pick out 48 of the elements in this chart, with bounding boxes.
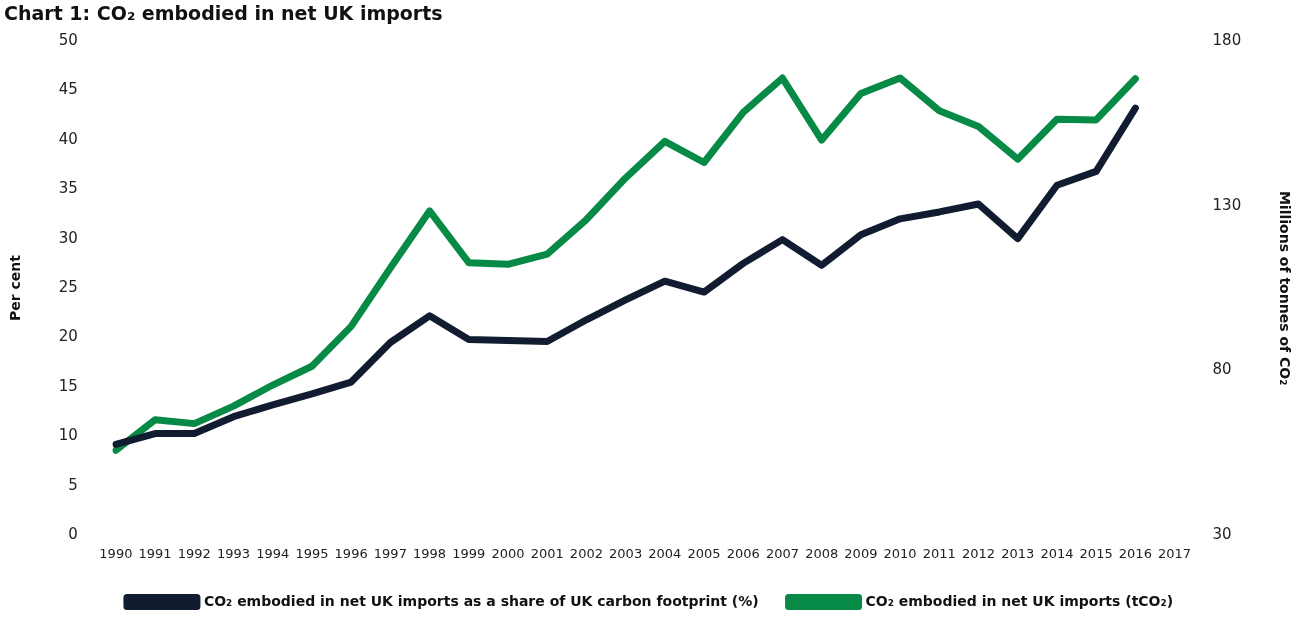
y-tick-label: 45 [58,80,78,99]
y-tick-label: 40 [58,129,78,148]
x-tick-label: 1993 [216,545,251,561]
x-tick-label: 2012 [961,545,996,561]
x-tick-label: 2011 [922,545,956,561]
legend-label: CO₂ embodied in net UK imports (tCO₂) [865,592,1174,609]
x-tick-label: 2015 [1079,545,1113,561]
y-tick-label: 20 [58,327,78,346]
y2-tick-label: 80 [1212,360,1232,379]
x-tick-label: 1999 [452,545,486,561]
y-tick-label: 10 [58,426,78,445]
x-tick-label: 2005 [687,545,721,561]
y2-axis-title: Millions of tonnes of CO₂ [1276,190,1293,386]
x-tick-label: 1994 [256,545,290,561]
x-tick-label: 2016 [1118,545,1152,561]
x-tick-label: 2009 [844,545,878,561]
y-tick-label: 25 [58,277,78,296]
x-tick-label: 1998 [413,545,447,561]
y-tick-label: 0 [68,525,78,544]
legend-label: CO₂ embodied in net UK imports as a share of UK carbon footprint (%) [203,592,759,609]
x-tick-label: 2014 [1040,545,1074,561]
x-tick-label: 2004 [648,545,682,561]
x-tick-label: 2008 [805,545,839,561]
x-tick-label: 2017 [1158,545,1192,561]
y-tick-label: 15 [58,376,78,395]
x-tick-label: 2003 [609,545,643,561]
y-tick-label: 50 [58,30,78,49]
x-tick-label: 1997 [373,545,407,561]
chart-title: Chart 1: CO₂ embodied in net UK imports [4,2,443,25]
x-tick-label: 1996 [334,545,368,561]
x-tick-label: 1992 [177,545,211,561]
x-tick-label: 2010 [883,545,917,561]
x-tick-label: 2001 [530,545,564,561]
x-tick-label: 2007 [765,545,800,561]
x-tick-label: 1990 [99,545,133,561]
x-tick-label: 2006 [726,545,760,561]
y2-tick-label: 130 [1212,195,1242,214]
y-tick-label: 30 [58,228,78,247]
x-tick-label: 2000 [491,545,525,561]
x-tick-label: 2002 [569,545,603,561]
x-tick-label: 1991 [138,545,172,561]
y2-tick-label: 30 [1212,525,1232,544]
y-tick-label: 5 [68,475,78,494]
y-axis-title: Per cent [7,254,24,322]
x-tick-label: 1995 [295,545,329,561]
y-tick-label: 35 [58,179,78,198]
x-tick-label: 2013 [1001,545,1035,561]
y2-tick-label: 180 [1212,30,1242,49]
